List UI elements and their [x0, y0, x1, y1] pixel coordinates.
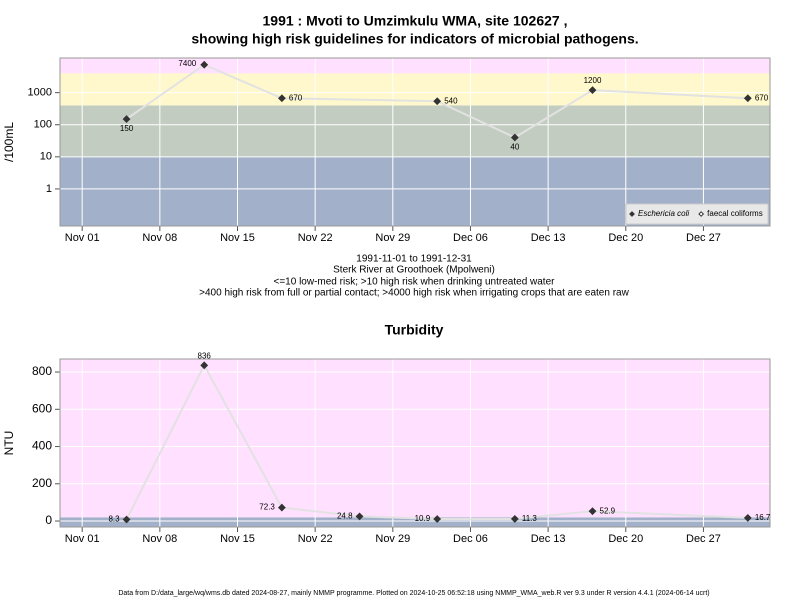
series-line	[125, 363, 748, 521]
x-tick-label: Nov 15	[220, 533, 255, 545]
x-tick-label: Dec 27	[686, 232, 721, 244]
chart-title: Turbidity	[385, 322, 444, 338]
data-label: 670	[755, 93, 769, 102]
legend-box	[625, 203, 769, 225]
data-point	[200, 361, 209, 370]
note: 1991-11-01 to 1991-12-31	[356, 254, 472, 265]
data-label: 150	[120, 124, 134, 133]
data-point	[743, 94, 752, 103]
data-point	[510, 515, 519, 523]
data-point	[510, 133, 519, 142]
data-label: 540	[444, 96, 458, 105]
risk-band	[60, 517, 770, 527]
chart-title: 1991 : Mvoti to Umzimkulu WMA, site 1026…	[263, 13, 568, 29]
data-point	[743, 514, 752, 522]
plot-frame	[59, 358, 771, 528]
legend: Eschericia coli faecal coliforms	[625, 203, 769, 225]
x-tick-label: Nov 22	[298, 232, 333, 244]
note: Sterk River at Groothoek (Mpolweni)	[333, 265, 495, 276]
risk-band	[60, 58, 770, 74]
data-label: 16.7	[755, 513, 771, 522]
data-label: 836	[198, 351, 212, 360]
legend-label: Eschericia coli	[638, 209, 689, 218]
y-tick-label: 200	[32, 476, 52, 490]
data-point	[588, 86, 597, 95]
data-label: 10.9	[415, 514, 431, 523]
data-point	[277, 94, 286, 103]
data-label: 1200	[584, 76, 602, 85]
x-tick-label: Dec 13	[531, 533, 566, 545]
data-label: 40	[510, 143, 519, 152]
legend-label: faecal coliforms	[707, 209, 763, 218]
x-tick-label: Nov 22	[298, 533, 333, 545]
y-tick-label: 800	[32, 364, 52, 378]
legend-marker	[629, 211, 635, 217]
y-axis-label: NTU	[2, 431, 16, 456]
x-tick-label: Dec 13	[531, 232, 566, 244]
x-tick-label: Nov 01	[65, 232, 100, 244]
y-axis-label: /100mL	[2, 122, 16, 162]
data-point	[433, 97, 442, 106]
data-point	[122, 115, 131, 123]
x-tick-label: Dec 20	[608, 533, 643, 545]
x-tick-label: Dec 06	[453, 232, 488, 244]
x-tick-label: Nov 29	[375, 232, 410, 244]
data-label: 72.3	[259, 503, 275, 512]
risk-band	[60, 359, 770, 518]
data-point	[433, 515, 442, 523]
data-point	[200, 60, 209, 69]
y-tick-label: 400	[32, 439, 52, 453]
x-tick-label: Nov 01	[65, 533, 100, 545]
data-point	[277, 503, 286, 512]
data-label: 670	[289, 93, 303, 102]
x-tick-label: Dec 20	[608, 232, 643, 244]
x-tick-label: Nov 08	[142, 232, 177, 244]
note: >400 high risk from full or partial cont…	[199, 288, 629, 299]
data-label: 8.3	[108, 515, 120, 524]
y-tick-label: 10	[40, 151, 52, 163]
note: <=10 low-med risk; >10 high risk when dr…	[274, 277, 556, 288]
data-point	[588, 507, 597, 516]
plot-frame	[59, 57, 771, 227]
chart-title: showing high risk guidelines for indicat…	[191, 31, 638, 47]
y-tick-label: 1	[46, 183, 52, 195]
data-label: 7400	[178, 59, 196, 68]
y-tick-label: 600	[32, 401, 52, 415]
x-tick-label: Dec 06	[453, 533, 488, 545]
risk-band	[60, 105, 770, 157]
data-label: 24.8	[337, 512, 353, 521]
y-tick-label: 1000	[28, 87, 52, 99]
x-tick-label: Nov 15	[220, 232, 255, 244]
y-tick-label: 0	[45, 513, 52, 527]
y-tick-label: 100	[34, 119, 52, 131]
x-tick-label: Nov 29	[375, 533, 410, 545]
data-label: 11.3	[522, 514, 538, 523]
x-tick-label: Dec 27	[686, 533, 721, 545]
data-label: 52.9	[600, 506, 616, 515]
x-tick-label: Nov 08	[142, 533, 177, 545]
footer: Data from D:/data_large/wq/wms.db dated …	[118, 590, 709, 597]
legend-marker	[698, 211, 705, 217]
data-point	[355, 512, 364, 521]
data-point	[122, 515, 131, 524]
